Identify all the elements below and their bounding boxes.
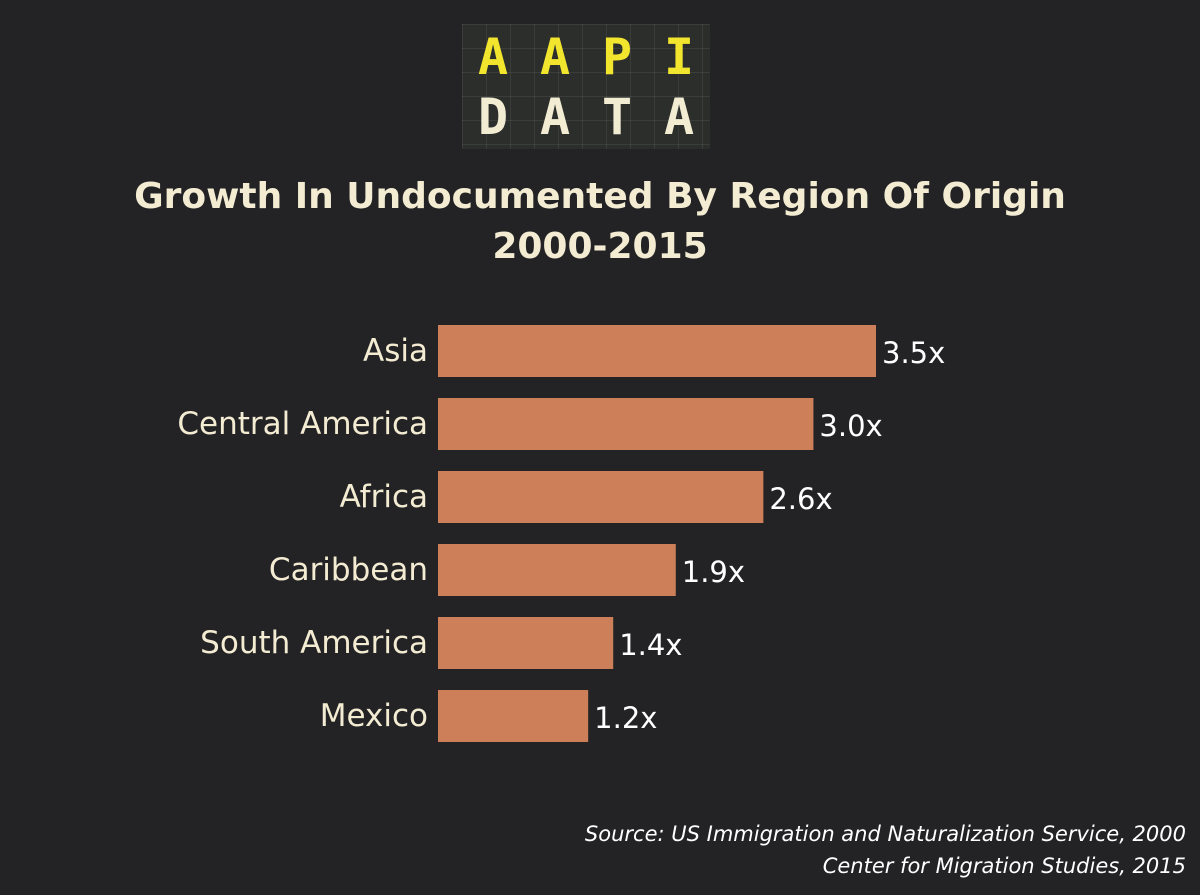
value-label: 3.5x (882, 336, 945, 370)
chart-title: Growth In Undocumented By Region Of Orig… (0, 172, 1200, 272)
category-label: South America (200, 625, 428, 661)
chart-title-line1: Growth In Undocumented By Region Of Orig… (134, 176, 1066, 217)
chart-title-line2: 2000-2015 (492, 226, 708, 267)
bar-central-america (438, 398, 814, 450)
logo-row-aapi: A A P I (462, 28, 710, 86)
category-label: Asia (363, 333, 428, 369)
value-label: 2.6x (769, 482, 832, 516)
logo-letter: I (663, 28, 695, 86)
logo-letter: A (539, 88, 571, 146)
aapi-data-logo: A A P I D A T A (462, 24, 710, 149)
bar-asia (438, 325, 876, 377)
logo-letter: T (601, 88, 633, 146)
logo-letter: A (663, 88, 695, 146)
logo-letter: A (539, 28, 571, 86)
logo-letter: D (477, 88, 509, 146)
logo-row-data: D A T A (462, 88, 710, 146)
source-line2: Center for Migration Studies, 2015 (822, 854, 1186, 878)
value-label: 1.9x (682, 555, 745, 589)
logo-letter: P (601, 28, 633, 86)
value-label: 1.2x (594, 701, 657, 735)
source-note: Source: US Immigration and Naturalizatio… (585, 818, 1186, 882)
bar-caribbean (438, 544, 676, 596)
value-label: 1.4x (619, 628, 682, 662)
category-label: Mexico (320, 698, 428, 734)
category-label: Central America (177, 406, 428, 442)
category-label: Africa (340, 479, 428, 515)
bar-south-america (438, 617, 614, 669)
category-label: Caribbean (269, 552, 428, 588)
source-line1: Source: US Immigration and Naturalizatio… (584, 822, 1186, 846)
bar-africa (438, 471, 764, 523)
logo-letter: A (477, 28, 509, 86)
value-label: 3.0x (819, 409, 882, 443)
bar-mexico (438, 690, 589, 742)
